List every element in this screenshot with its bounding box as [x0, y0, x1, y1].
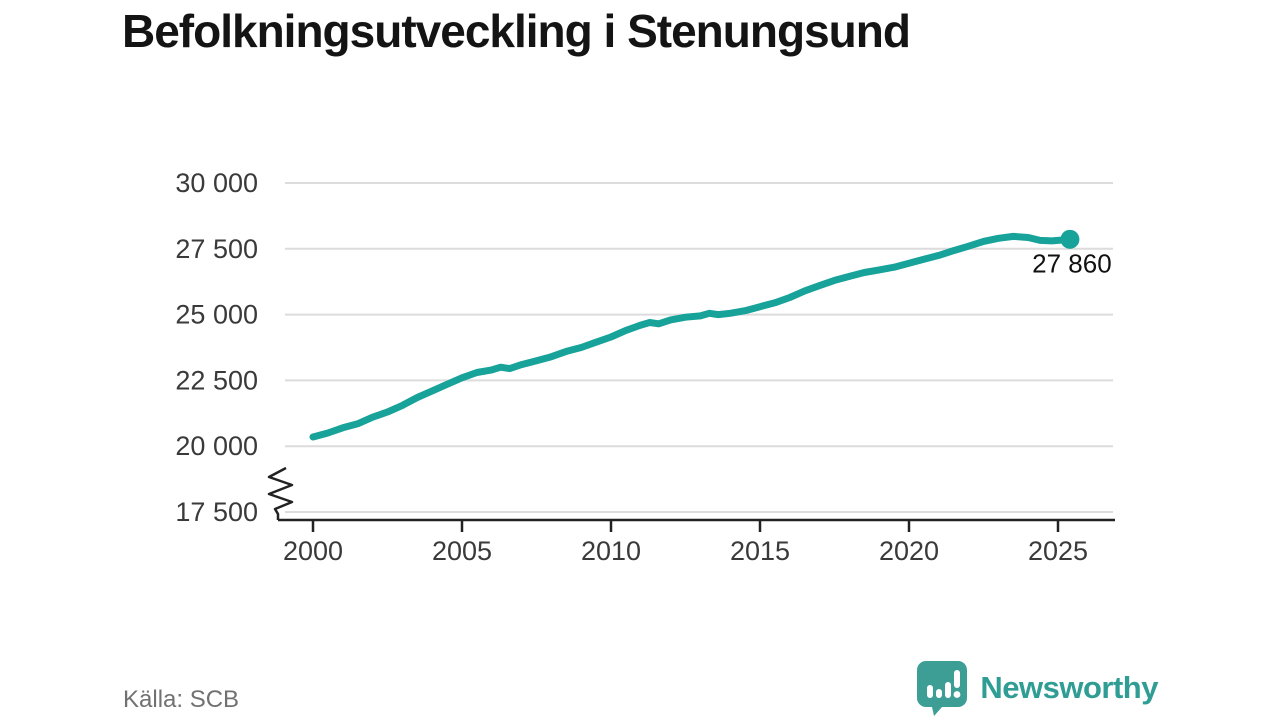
x-axis-label: 2015 [730, 536, 790, 566]
logo-exclamation-dot [953, 691, 961, 698]
newsworthy-branding: Newsworthy [916, 660, 1158, 716]
end-point-marker [1060, 229, 1080, 249]
newsworthy-logo-icon [917, 661, 968, 716]
y-axis-label: 17 500 [175, 497, 258, 527]
y-axis-label: 25 000 [175, 300, 258, 330]
logo-bar-3 [945, 682, 952, 698]
y-axis-label: 22 500 [175, 365, 258, 395]
end-point-label: 27 860 [1032, 248, 1112, 278]
x-axis-label: 2000 [283, 536, 343, 566]
logo-bar-1 [927, 685, 934, 698]
y-axis-break-icon [267, 466, 294, 520]
logo-bar-2 [936, 689, 943, 698]
x-axis-label: 2020 [879, 536, 939, 566]
source-note: Källa: SCB [123, 686, 240, 713]
y-axis-label: 20 000 [175, 431, 258, 461]
brand-name: Newsworthy [980, 670, 1158, 705]
population-line [309, 232, 1074, 441]
x-axis-label: 2005 [432, 536, 492, 566]
x-axis-label: 2025 [1028, 536, 1088, 566]
logo-exclamation-bar [954, 670, 961, 688]
y-axis-label: 27 500 [175, 234, 258, 264]
x-axis-label: 2010 [581, 536, 641, 566]
chart-title: Befolkningsutveckling i Stenungsund [122, 5, 911, 57]
y-axis-label: 30 000 [175, 168, 258, 198]
